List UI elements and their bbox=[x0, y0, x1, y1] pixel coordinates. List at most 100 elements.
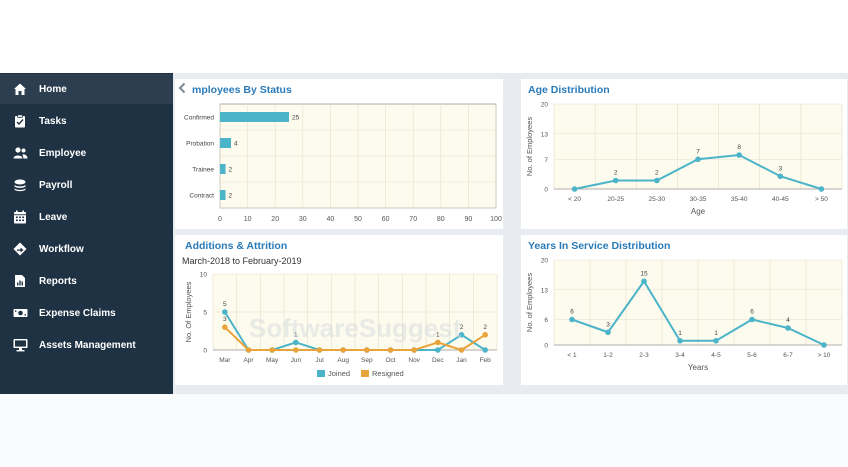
category-label: Contract bbox=[189, 193, 214, 200]
age-point bbox=[571, 186, 578, 192]
panel-title: Additions & Attrition bbox=[185, 240, 288, 252]
x-tick-label: 40-45 bbox=[772, 196, 789, 203]
sidebar-item-assets-management[interactable]: Assets Management bbox=[0, 330, 173, 360]
x-tick-label: Sep bbox=[361, 357, 373, 364]
y-tick-label: 0 bbox=[203, 348, 207, 355]
x-tick-label: Jul bbox=[315, 357, 324, 364]
x-tick-label: > 10 bbox=[818, 352, 831, 359]
x-tick-label: 30-35 bbox=[690, 196, 707, 203]
y-tick-label: 10 bbox=[200, 272, 208, 279]
sidebar-item-employee[interactable]: Employee bbox=[0, 138, 173, 168]
y-tick-label: 7 bbox=[544, 157, 548, 164]
data-label: 8 bbox=[737, 144, 741, 151]
sidebar-item-expense-claims[interactable]: Expense Claims bbox=[0, 298, 173, 328]
age-point bbox=[654, 177, 660, 184]
employees-by-status-panel: mployees By Status 0 10 20 30 40 50 60 70 80 90 10… bbox=[175, 79, 503, 229]
x-tick-label: 30 bbox=[299, 216, 307, 223]
sidebar-item-reports[interactable]: Reports bbox=[0, 266, 173, 296]
plot-area bbox=[554, 104, 842, 189]
y-tick-label: 13 bbox=[541, 287, 549, 294]
x-tick-label: 80 bbox=[437, 216, 445, 223]
years-line bbox=[571, 279, 825, 346]
resigned-point bbox=[293, 347, 299, 353]
bar-trainee bbox=[220, 164, 226, 174]
x-tick-label: 90 bbox=[465, 216, 473, 223]
x-tick-label: Aug bbox=[337, 357, 349, 364]
x-tick-label: < 1 bbox=[567, 352, 577, 359]
sidebar-item-label: Tasks bbox=[39, 115, 67, 127]
age-point bbox=[612, 177, 619, 184]
sidebar-item-label: Expense Claims bbox=[39, 307, 116, 319]
resigned-point bbox=[435, 339, 441, 346]
sidebar: Home Tasks Employee Payroll Leave Workfl… bbox=[0, 73, 173, 394]
x-tick-label: > 50 bbox=[815, 196, 828, 203]
data-label: 6 bbox=[570, 309, 574, 316]
date-range-subtitle: March-2018 to February-2019 bbox=[182, 256, 302, 266]
data-label: 3 bbox=[778, 165, 782, 172]
x-tick-label: 20-25 bbox=[607, 196, 624, 203]
sidebar-item-workflow[interactable]: Workflow bbox=[0, 234, 173, 264]
sidebar-item-payroll[interactable]: Payroll bbox=[0, 170, 173, 200]
legend-label: Joined bbox=[328, 369, 350, 378]
x-axis-label: Years bbox=[688, 363, 708, 372]
data-label: 6 bbox=[750, 309, 754, 316]
legend-swatch bbox=[317, 370, 325, 377]
workflow-icon bbox=[12, 241, 28, 257]
sidebar-item-home[interactable]: Home bbox=[0, 74, 173, 104]
y-tick-label: 20 bbox=[541, 102, 549, 109]
y-axis-label: No. of Employees bbox=[525, 273, 534, 332]
panel-title: mployees By Status bbox=[192, 84, 292, 96]
sidebar-item-label: Assets Management bbox=[39, 339, 136, 351]
resigned-point bbox=[269, 347, 275, 353]
data-label: 7 bbox=[696, 148, 700, 155]
x-tick-label: Nov bbox=[408, 357, 420, 364]
data-label: 1 bbox=[436, 331, 440, 338]
sidebar-item-label: Reports bbox=[39, 275, 77, 287]
years-point bbox=[605, 329, 611, 336]
x-tick-label: 100 bbox=[490, 216, 502, 223]
x-tick-label: 10 bbox=[244, 216, 252, 223]
sidebar-item-tasks[interactable]: Tasks bbox=[0, 106, 173, 136]
y-tick-label: 0 bbox=[544, 343, 548, 350]
bar-probation bbox=[220, 138, 232, 148]
calendar-icon bbox=[12, 209, 28, 225]
x-tick-label: Jun bbox=[291, 357, 302, 364]
years-point bbox=[713, 337, 719, 344]
data-label: 15 bbox=[640, 270, 648, 277]
years-point bbox=[641, 278, 647, 285]
resigned-point bbox=[458, 347, 465, 353]
x-tick-label: 35-40 bbox=[731, 196, 748, 203]
category-label: Trainee bbox=[192, 167, 214, 174]
coins-icon bbox=[12, 177, 28, 193]
x-tick-label: Oct bbox=[385, 357, 395, 364]
data-label: 5 bbox=[223, 301, 227, 308]
y-axis-label: No. of Employees bbox=[525, 117, 534, 176]
data-label: 25 bbox=[292, 115, 300, 122]
sidebar-item-leave[interactable]: Leave bbox=[0, 202, 173, 232]
category-label: Confirmed bbox=[184, 115, 214, 122]
years-point bbox=[677, 337, 683, 344]
resigned-point bbox=[245, 347, 252, 353]
data-label: 2 bbox=[483, 324, 487, 331]
bar-contract bbox=[220, 190, 226, 200]
resigned-point bbox=[340, 347, 346, 353]
legend-swatch bbox=[361, 370, 369, 377]
x-tick-label: 40 bbox=[327, 216, 335, 223]
chevron-left-icon[interactable] bbox=[177, 82, 187, 94]
clipboard-icon bbox=[12, 113, 28, 129]
x-tick-label: 2-3 bbox=[639, 352, 649, 359]
x-tick-label: 70 bbox=[409, 216, 417, 223]
age-point bbox=[818, 186, 825, 192]
panel-title: Years In Service Distribution bbox=[528, 240, 671, 252]
joined-point bbox=[222, 309, 228, 315]
status-bar-chart: 0 10 20 30 40 50 60 70 80 90 100 Confirmed 25 Probati… bbox=[184, 103, 502, 223]
years-point bbox=[749, 316, 755, 323]
y-tick-label: 0 bbox=[544, 187, 548, 194]
sidebar-item-label: Home bbox=[39, 83, 67, 95]
data-label: 3 bbox=[223, 316, 227, 323]
report-icon bbox=[12, 273, 28, 289]
age-point bbox=[736, 152, 742, 158]
x-tick-label: 6-7 bbox=[783, 352, 793, 359]
